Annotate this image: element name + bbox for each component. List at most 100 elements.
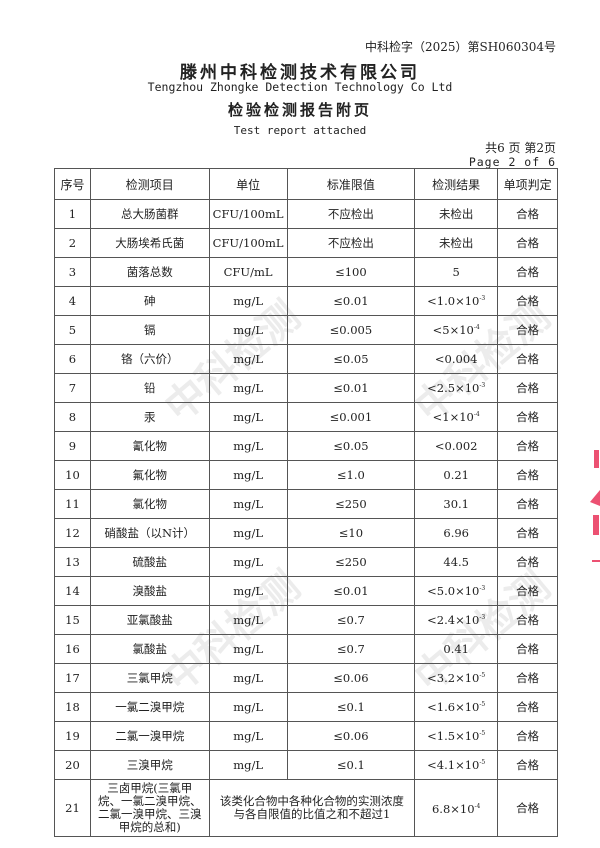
table-row: 10 氟化物 mg/L ≤1.0 0.21 合格 xyxy=(54,460,558,490)
exponent: -4 xyxy=(473,411,480,418)
cell-result: <2.5×10-3 xyxy=(414,373,499,403)
cell-limit: 该类化合物中各种化合物的实测浓度与各自限值的比值之和不超过1 xyxy=(208,779,416,837)
cell-verdict: 合格 xyxy=(497,315,558,345)
cell-result-text: <2.5×10 xyxy=(427,381,480,395)
cell-no-text: 10 xyxy=(65,468,80,482)
cell-no: 13 xyxy=(54,547,91,577)
cell-verdict: 合格 xyxy=(497,228,558,258)
cell-unit: mg/L xyxy=(208,692,288,722)
cell-result-text: 6.96 xyxy=(443,526,469,540)
cell-result-text: 0.41 xyxy=(443,642,469,656)
cell-verdict-text: 合格 xyxy=(516,236,540,250)
cell-unit-text: mg/L xyxy=(233,671,263,685)
cell-item: 总大肠菌群 xyxy=(89,199,210,229)
table-row: 6 铬（六价） mg/L ≤0.05 <0.004 合格 xyxy=(54,344,558,374)
company-name-cn: 滕州中科检测技术有限公司 xyxy=(180,63,420,83)
cell-no-text: 17 xyxy=(65,671,80,685)
cell-item: 汞 xyxy=(89,402,210,432)
cell-no: 14 xyxy=(54,576,91,606)
cell-result-text: <2.4×10 xyxy=(427,613,480,627)
cell-unit-text: mg/L xyxy=(233,352,263,366)
cell-result-text: <5×10 xyxy=(432,323,474,337)
cell-unit: mg/L xyxy=(208,489,288,519)
cell-result: 未检出 xyxy=(414,199,499,229)
cell-limit-text: 该类化合物中各种化合物的实测浓度与各自限值的比值之和不超过1 xyxy=(219,794,404,821)
cell-verdict-text: 合格 xyxy=(516,758,540,772)
cell-result: 30.1 xyxy=(414,489,499,519)
cell-verdict-text: 合格 xyxy=(516,352,540,366)
cell-verdict: 合格 xyxy=(497,460,558,490)
page-number-cn: 共6 页 第2页 xyxy=(485,141,556,155)
cell-unit: mg/L xyxy=(208,373,288,403)
cell-unit-text: mg/L xyxy=(233,729,263,743)
cell-item: 氰化物 xyxy=(89,431,210,461)
cell-unit-text: CFU/100mL xyxy=(212,207,284,221)
cell-item-text: 氟化物 xyxy=(132,468,168,482)
exponent: -5 xyxy=(479,730,486,737)
cell-result-text: <0.002 xyxy=(434,439,478,453)
cell-unit-text: mg/L xyxy=(233,613,263,627)
table-row: 7 铅 mg/L ≤0.01 <2.5×10-3 合格 xyxy=(54,373,558,403)
cell-no: 19 xyxy=(54,721,91,751)
cell-unit: CFU/100mL xyxy=(208,228,288,258)
cell-no: 1 xyxy=(54,199,91,229)
exponent: -4 xyxy=(473,324,480,331)
cell-limit-text: ≤0.01 xyxy=(333,294,369,308)
cell-limit: ≤0.7 xyxy=(286,634,416,664)
cell-verdict: 合格 xyxy=(497,750,558,780)
cell-limit-text: ≤0.7 xyxy=(336,642,365,656)
report-number: 中科检字（2025）第SH060304号 xyxy=(364,40,556,54)
cell-verdict: 合格 xyxy=(497,257,558,287)
cell-unit-text: mg/L xyxy=(233,294,263,308)
cell-unit: mg/L xyxy=(208,286,288,316)
cell-limit-text: ≤0.05 xyxy=(333,352,369,366)
cell-no: 21 xyxy=(54,779,91,837)
cell-item: 铬（六价） xyxy=(89,344,210,374)
cell-unit-text: mg/L xyxy=(233,526,263,540)
cell-limit: ≤0.05 xyxy=(286,431,416,461)
cell-result-text: 未检出 xyxy=(438,207,474,221)
cell-limit-text: ≤0.1 xyxy=(336,758,365,772)
cell-limit: ≤0.01 xyxy=(286,576,416,606)
cell-unit-text: mg/L xyxy=(233,410,263,424)
cell-verdict-text: 合格 xyxy=(516,555,540,569)
cell-result: 6.8×10-4 xyxy=(414,779,499,837)
column-header: 标准限值 xyxy=(286,168,416,200)
cell-unit: mg/L xyxy=(208,431,288,461)
cell-item-text: 三卤甲烷(三氯甲烷、一氯二溴甲烷、二氯一溴甲烷、三溴甲烷的总和) xyxy=(98,781,202,834)
cell-no-text: 3 xyxy=(68,265,77,279)
cell-no-text: 15 xyxy=(65,613,80,627)
cell-verdict: 合格 xyxy=(497,402,558,432)
cell-limit-text: ≤0.1 xyxy=(336,700,365,714)
cell-no: 18 xyxy=(54,692,91,722)
cell-item: 镉 xyxy=(89,315,210,345)
cell-no: 9 xyxy=(54,431,91,461)
cell-limit-text: ≤0.001 xyxy=(329,410,373,424)
column-header: 检测结果 xyxy=(414,168,499,200)
cell-item: 溴酸盐 xyxy=(89,576,210,606)
exponent: -3 xyxy=(479,382,486,389)
cell-item: 氟化物 xyxy=(89,460,210,490)
cell-item-text: 硝酸盐（以N计） xyxy=(104,526,196,540)
cell-limit: ≤0.01 xyxy=(286,373,416,403)
cell-limit-text: ≤250 xyxy=(335,555,367,569)
cell-item: 氯酸盐 xyxy=(89,634,210,664)
cell-verdict: 合格 xyxy=(497,373,558,403)
table-row: 16 氯酸盐 mg/L ≤0.7 0.41 合格 xyxy=(54,634,558,664)
cell-verdict: 合格 xyxy=(497,199,558,229)
table-row: 17 三氯甲烷 mg/L ≤0.06 <3.2×10-5 合格 xyxy=(54,663,558,693)
cell-result-text: 30.1 xyxy=(443,497,469,511)
cell-result-text: 0.21 xyxy=(443,468,469,482)
cell-item-text: 氯化物 xyxy=(132,497,168,511)
table-row: 19 二氯一溴甲烷 mg/L ≤0.06 <1.5×10-5 合格 xyxy=(54,721,558,751)
cell-no-text: 4 xyxy=(68,294,77,308)
cell-unit-text: mg/L xyxy=(233,758,263,772)
cell-no: 3 xyxy=(54,257,91,287)
cell-verdict-text: 合格 xyxy=(516,584,540,598)
cell-unit: mg/L xyxy=(208,402,288,432)
cell-result: <2.4×10-3 xyxy=(414,605,499,635)
cell-item-text: 大肠埃希氏菌 xyxy=(115,236,185,250)
cell-limit-text: 不应检出 xyxy=(327,236,374,250)
cell-limit-text: 不应检出 xyxy=(327,207,374,221)
cell-verdict: 合格 xyxy=(497,489,558,519)
